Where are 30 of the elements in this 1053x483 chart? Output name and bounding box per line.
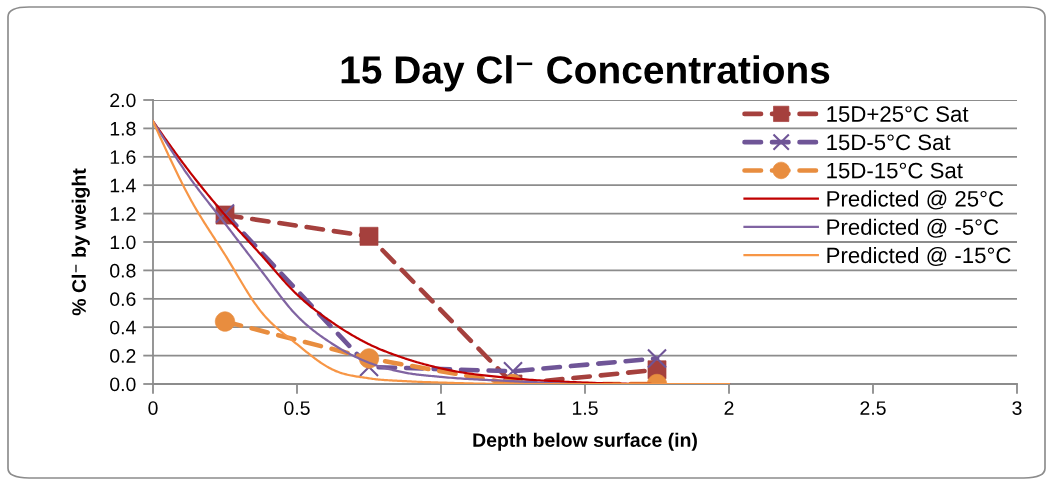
x-tick-label: 3 <box>1012 401 1022 415</box>
x-tick-label: 0 <box>148 401 158 415</box>
chart-title: 15 Day Cl⁻ Concentrations <box>341 55 830 92</box>
y-tick-label: 0.2 <box>110 349 136 363</box>
point <box>359 226 379 246</box>
legend-label: Predicted @ -15°C <box>827 246 1011 267</box>
y-tick-label: 1.8 <box>110 121 136 136</box>
y-tick-label: 1.0 <box>110 235 136 250</box>
x-tick-label: 2 <box>724 401 734 415</box>
y-tick-label: 0.4 <box>110 320 136 335</box>
y-axis-title: % Cl⁻ by weight <box>71 168 90 316</box>
legend-label: Predicted @ -5°C <box>827 218 999 238</box>
point <box>214 311 236 332</box>
legend-label: 15D-15°C Sat <box>827 162 963 179</box>
legend-label: 15D-5°C Sat <box>827 134 951 151</box>
x-tick-label: 0.5 <box>284 401 310 415</box>
legend-label: Predicted @ 25°C <box>827 190 1004 210</box>
legend-label: 15D+25°C Sat <box>827 106 969 122</box>
x-axis-title: Depth below surface (in) <box>473 432 697 451</box>
x-tick-label: 1 <box>437 401 446 415</box>
y-tick-label: 1.6 <box>110 150 136 165</box>
x-tick-label: 2.5 <box>860 401 886 415</box>
y-tick-label: 0.0 <box>110 377 136 392</box>
y-tick-label: 1.2 <box>110 207 136 221</box>
y-tick-label: 0.6 <box>110 292 136 307</box>
y-tick-label: 1.4 <box>110 178 136 193</box>
y-tick-label: 2.0 <box>110 93 136 108</box>
x-tick-label: 1.5 <box>572 401 598 415</box>
point <box>646 348 668 369</box>
y-tick-label: 0.8 <box>110 263 136 278</box>
